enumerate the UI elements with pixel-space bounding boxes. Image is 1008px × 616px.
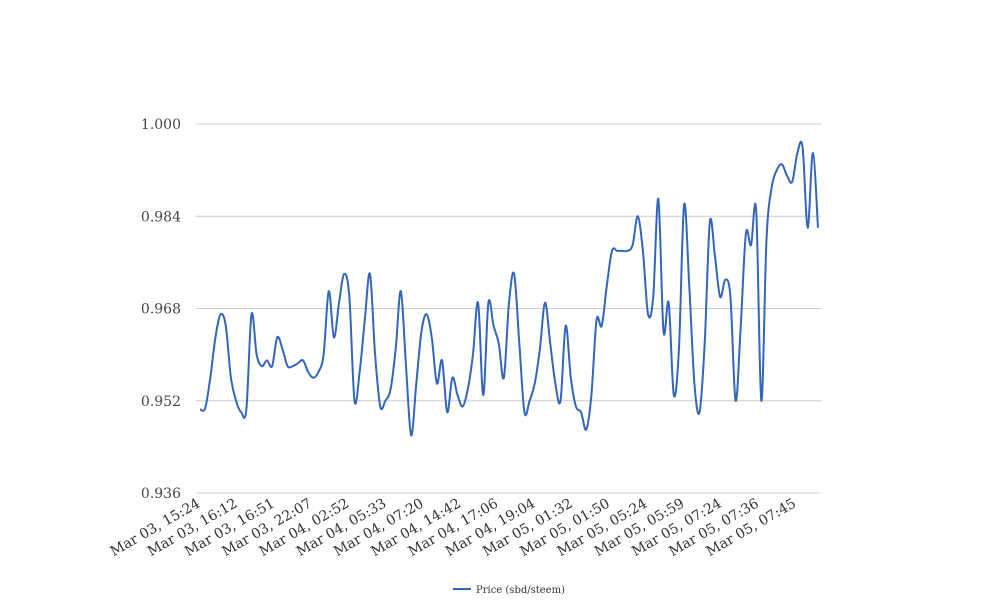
legend: Price (sbd/steem) <box>453 585 565 596</box>
legend-label: Price (sbd/steem) <box>476 585 565 596</box>
y-tick-label: 0.952 <box>141 394 181 410</box>
series-layer <box>199 140 819 437</box>
y-tick-label: 0.968 <box>141 302 181 318</box>
y-tick-label: 0.936 <box>141 486 181 502</box>
y-tick-label: 1.000 <box>141 117 181 133</box>
y-axis-ticks: 0.936 0.952 0.968 0.984 1.000 <box>141 117 181 502</box>
y-tick-label: 0.984 <box>141 209 181 225</box>
series-line <box>199 140 819 437</box>
